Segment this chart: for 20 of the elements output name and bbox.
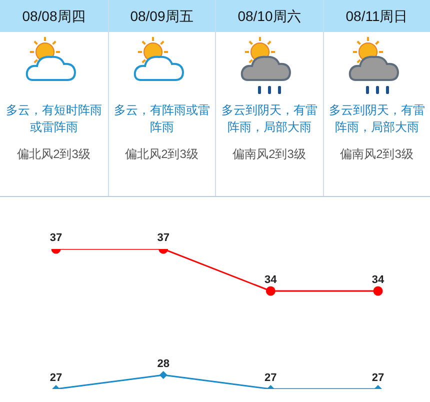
text: 偏南风2到3级 [232,146,307,163]
text: 偏北风2到3级 [124,146,200,163]
text: 多云到阴天，有雷阵雨，局部大雨 [220,102,318,136]
text: 多云到阴天，有雷阵雨，局部大雨 [328,102,426,136]
data-label: 34 [264,274,278,286]
data-label: 37 [50,232,62,244]
category-label: 08/10周六 [216,0,322,32]
data-label: 27 [372,372,384,384]
data-label: 28 [157,358,170,370]
data-label: 34 [372,274,385,286]
category-label: 08/08周四 [0,0,108,32]
data-label: 27 [264,372,277,384]
text: 多云，有短时阵雨或雷阵雨 [4,102,103,136]
data-label: 27 [50,372,62,384]
category-label: 08/11周日 [324,0,430,32]
data-label: 37 [157,232,170,244]
category-label: 08/09周五 [108,0,215,32]
text: 偏南风2到3级 [339,146,414,163]
text: 多云，有阵雨或雷阵雨 [112,102,211,136]
text: 偏北风2到3级 [16,146,92,163]
